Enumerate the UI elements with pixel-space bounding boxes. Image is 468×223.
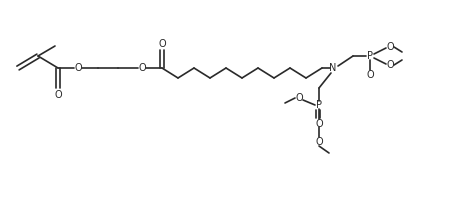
Text: O: O <box>386 42 394 52</box>
Text: O: O <box>54 90 62 100</box>
Text: P: P <box>316 100 322 110</box>
Text: O: O <box>138 63 146 73</box>
Text: O: O <box>74 63 82 73</box>
Text: P: P <box>367 51 373 61</box>
Text: O: O <box>295 93 303 103</box>
Text: O: O <box>315 119 323 129</box>
Text: O: O <box>315 137 323 147</box>
Text: O: O <box>366 70 374 80</box>
Text: N: N <box>329 63 336 73</box>
Text: O: O <box>158 39 166 49</box>
Text: O: O <box>386 60 394 70</box>
